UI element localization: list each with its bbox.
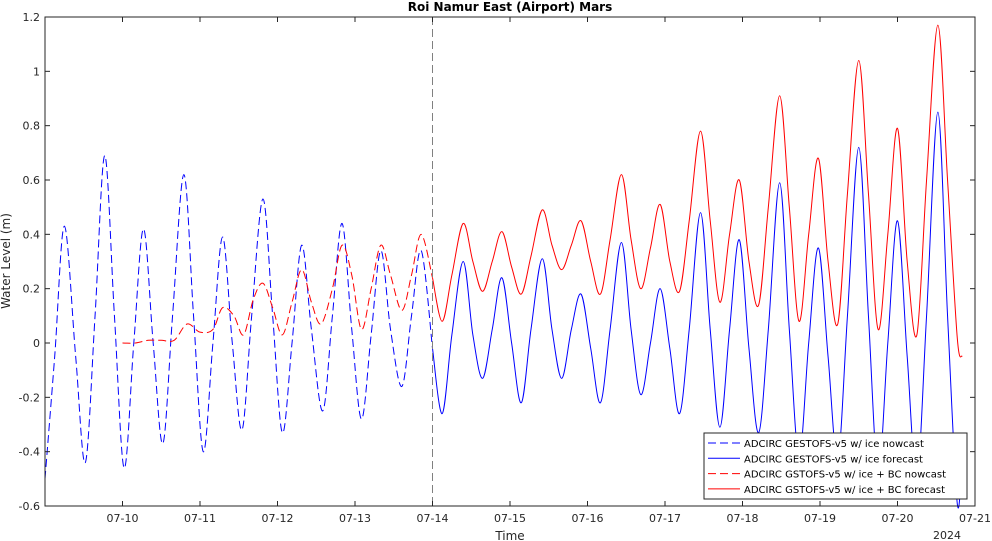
y-axis: -0.6 -0.4 -0.2 0 0.2 0.4 0.6 0.8 1 1.2 — [19, 11, 975, 513]
y-tick-label: 1 — [33, 65, 40, 78]
y-tick-label: 0 — [33, 337, 40, 350]
y-axis-label: Water Level (m) — [0, 213, 13, 309]
y-tick-label: 0.4 — [23, 228, 41, 241]
year-label: 2024 — [933, 529, 961, 541]
y-tick-label: -0.6 — [19, 500, 40, 513]
y-tick-label: -0.2 — [19, 391, 40, 404]
series-line-0 — [44, 155, 433, 479]
legend-label-3: ADCIRC GSTOFS-v5 w/ ice + BC forecast — [744, 485, 945, 496]
legend-label-2: ADCIRC GSTOFS-v5 w/ ice + BC nowcast — [744, 470, 946, 481]
x-tick-label: 07-16 — [572, 512, 604, 525]
y-tick-label: -0.4 — [19, 446, 40, 459]
x-axis-label: Time — [494, 529, 524, 541]
x-tick-label: 07-13 — [339, 512, 371, 525]
x-axis: 07-10 07-11 07-12 07-13 07-14 07-15 07-16 07-17… — [107, 17, 991, 525]
legend-label-1: ADCIRC GESTOFS-v5 w/ ice forecast — [744, 454, 923, 465]
x-tick-label: 07-17 — [649, 512, 681, 525]
x-tick-label: 07-21 — [959, 512, 991, 525]
x-tick-label: 07-18 — [727, 512, 759, 525]
x-tick-label: 07-15 — [494, 512, 526, 525]
series-line-1 — [432, 111, 963, 509]
y-tick-label: 1.2 — [23, 11, 41, 24]
y-tick-label: 0.6 — [23, 174, 41, 187]
x-tick-label: 07-12 — [262, 512, 294, 525]
x-tick-label: 07-20 — [882, 512, 914, 525]
chart-title: Roi Namur East (Airport) Mars — [408, 0, 612, 14]
x-tick-label: 07-14 — [417, 512, 449, 525]
x-tick-label: 07-10 — [107, 512, 139, 525]
series-layer — [44, 24, 963, 509]
series-line-3 — [432, 24, 963, 358]
x-tick-label: 07-19 — [804, 512, 836, 525]
y-tick-label: 0.8 — [23, 120, 41, 133]
y-tick-label: 0.2 — [23, 283, 41, 296]
legend-label-0: ADCIRC GESTOFS-v5 w/ ice nowcast — [744, 439, 924, 450]
legend: ADCIRC GESTOFS-v5 w/ ice nowcast ADCIRC G… — [703, 432, 968, 500]
series-line-2 — [122, 233, 433, 344]
x-tick-label: 07-11 — [184, 512, 216, 525]
legend-box — [703, 432, 968, 500]
